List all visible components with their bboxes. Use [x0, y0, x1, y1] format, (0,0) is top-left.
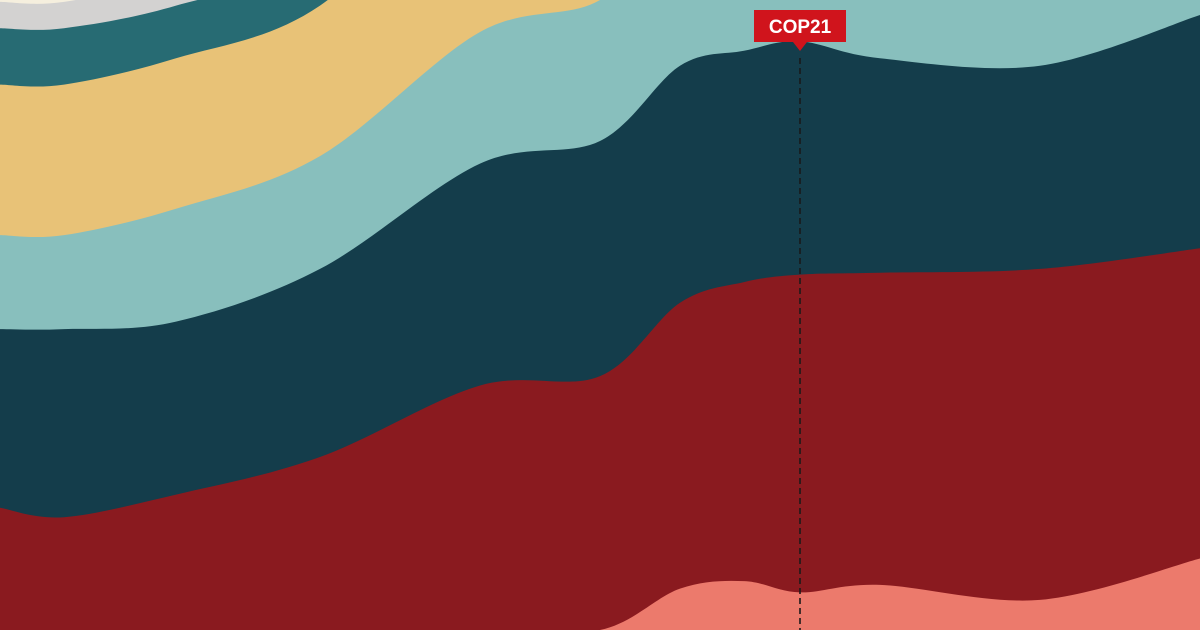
annotation-group: COP21 — [754, 10, 846, 630]
area-series-2 — [0, 248, 1200, 630]
annotation-badge — [754, 10, 846, 42]
annotation-label: COP21 — [769, 17, 832, 38]
annotation-pointer — [793, 42, 807, 51]
area-series-1 — [0, 558, 1200, 630]
